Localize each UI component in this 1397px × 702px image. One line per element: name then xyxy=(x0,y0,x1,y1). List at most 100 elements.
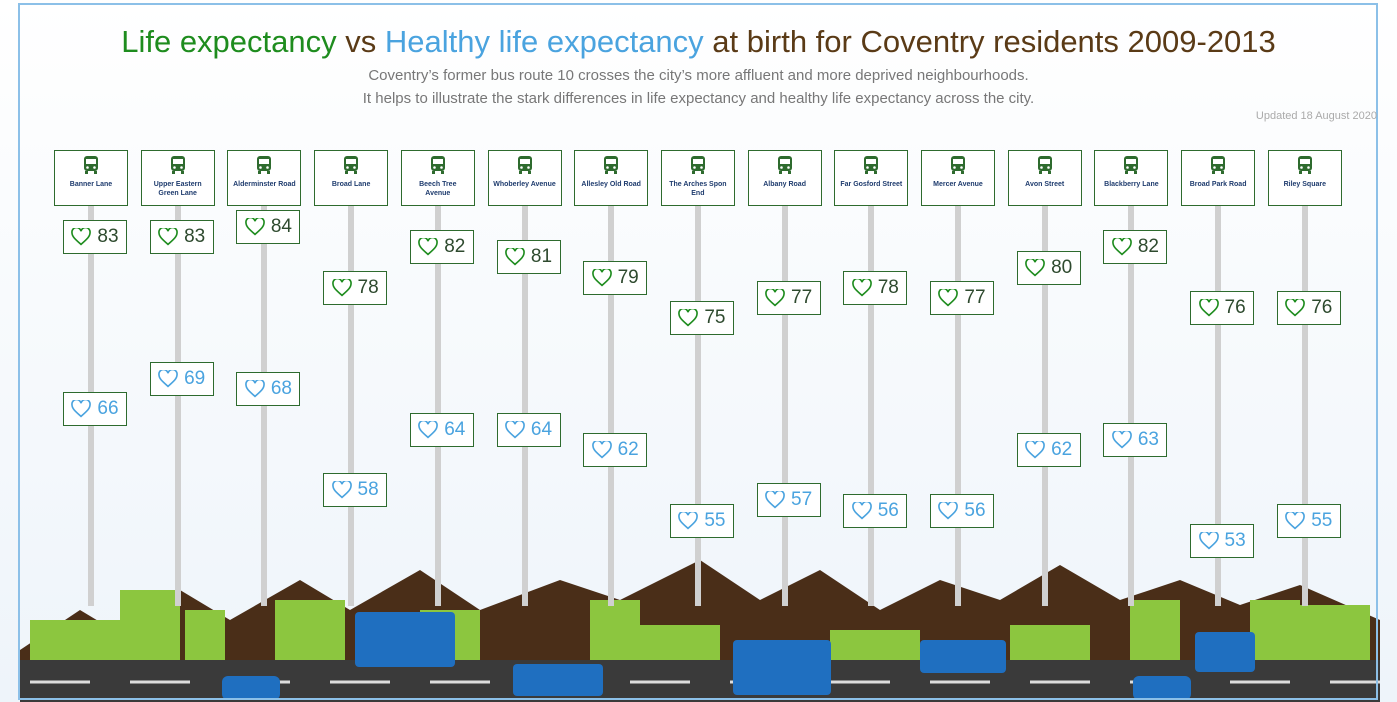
value-label: 62 xyxy=(1051,439,1072,461)
bus-stop-sign: Upper Eastern Green Lane xyxy=(141,150,215,206)
stop-name: Avon Street xyxy=(1009,180,1081,189)
bus-stop-sign: Banner Lane xyxy=(54,150,128,206)
bus-stop-sign: Far Gosford Street xyxy=(834,150,908,206)
stop-name: Albany Road xyxy=(749,180,821,189)
value-label: 79 xyxy=(618,267,639,289)
value-box: 82 xyxy=(410,230,474,264)
stop-name: Blackberry Lane xyxy=(1095,180,1167,189)
bus-stop-sign: Broad Lane xyxy=(314,150,388,206)
value-box: 80 xyxy=(1017,251,1081,285)
value-box: 78 xyxy=(323,271,387,305)
infographic: Life expectancy vs Healthy life expectan… xyxy=(0,0,1397,702)
stop-name: Riley Square xyxy=(1269,180,1341,189)
bus-stop-sign: Broad Park Road xyxy=(1181,150,1255,206)
value-box: 78 xyxy=(843,271,907,305)
value-label: 83 xyxy=(97,226,118,248)
value-label: 76 xyxy=(1311,297,1332,319)
pole xyxy=(435,206,441,606)
bus-stop-sign: Mercer Avenue xyxy=(921,150,995,206)
title-rest: at birth for Coventry residents 2009-201… xyxy=(712,24,1275,59)
value-label: 81 xyxy=(531,246,552,268)
stop-name: Mercer Avenue xyxy=(922,180,994,189)
value-label: 58 xyxy=(358,479,379,501)
value-label: 77 xyxy=(791,287,812,309)
value-box: 68 xyxy=(236,372,300,406)
value-label: 64 xyxy=(444,419,465,441)
value-label: 77 xyxy=(964,287,985,309)
title-series: Life expectancy xyxy=(121,24,336,59)
pole xyxy=(695,206,701,606)
value-box: 57 xyxy=(757,483,821,517)
value-label: 63 xyxy=(1138,429,1159,451)
bus-stop-sign: The Arches Spon End xyxy=(661,150,735,206)
pole xyxy=(955,206,961,606)
subtitle: It helps to illustrate the stark differe… xyxy=(0,90,1397,107)
value-box: 83 xyxy=(150,220,214,254)
value-box: 56 xyxy=(843,494,907,528)
bus-stop-sign: Beech Tree Avenue xyxy=(401,150,475,206)
value-box: 53 xyxy=(1190,524,1254,558)
value-label: 64 xyxy=(531,419,552,441)
stop-name: Broad Lane xyxy=(315,180,387,189)
value-box: 66 xyxy=(63,392,127,426)
stop-name: The Arches Spon End xyxy=(662,180,734,198)
value-label: 55 xyxy=(704,510,725,532)
bus-stop-sign: Allesley Old Road xyxy=(574,150,648,206)
stop-name: Alderminster Road xyxy=(228,180,300,189)
value-label: 75 xyxy=(704,307,725,329)
value-box: 77 xyxy=(930,281,994,315)
value-box: 75 xyxy=(670,301,734,335)
value-box: 77 xyxy=(757,281,821,315)
value-box: 64 xyxy=(497,413,561,447)
value-box: 63 xyxy=(1103,423,1167,457)
bus-stop-sign: Avon Street xyxy=(1008,150,1082,206)
pole xyxy=(782,206,788,606)
pole xyxy=(1128,206,1134,606)
value-label: 78 xyxy=(878,277,899,299)
subtitle: Coventry’s former bus route 10 crosses t… xyxy=(0,67,1397,84)
value-box: 55 xyxy=(670,504,734,538)
value-label: 84 xyxy=(271,216,292,238)
value-box: 79 xyxy=(583,261,647,295)
value-box: 82 xyxy=(1103,230,1167,264)
value-box: 69 xyxy=(150,362,214,396)
bus-stop-sign: Alderminster Road xyxy=(227,150,301,206)
value-label: 66 xyxy=(97,398,118,420)
value-label: 80 xyxy=(1051,257,1072,279)
stop-name: Beech Tree Avenue xyxy=(402,180,474,198)
value-label: 78 xyxy=(358,277,379,299)
stop-name: Banner Lane xyxy=(55,180,127,189)
value-box: 55 xyxy=(1277,504,1341,538)
bus-stop-sign: Whoberley Avenue xyxy=(488,150,562,206)
chart-title: Life expectancy vs Healthy life expectan… xyxy=(0,24,1397,60)
value-label: 82 xyxy=(444,236,465,258)
bus-stop-sign: Albany Road xyxy=(748,150,822,206)
title-connector: vs xyxy=(345,24,376,59)
value-box: 84 xyxy=(236,210,300,244)
stop-name: Allesley Old Road xyxy=(575,180,647,189)
value-label: 56 xyxy=(964,500,985,522)
value-box: 56 xyxy=(930,494,994,528)
pole xyxy=(868,206,874,606)
value-box: 58 xyxy=(323,473,387,507)
value-label: 53 xyxy=(1225,530,1246,552)
value-box: 62 xyxy=(1017,433,1081,467)
stop-name: Upper Eastern Green Lane xyxy=(142,180,214,198)
title-series: Healthy life expectancy xyxy=(385,24,704,59)
value-box: 76 xyxy=(1277,291,1341,325)
pole xyxy=(348,206,354,606)
bus-stop-sign: Riley Square xyxy=(1268,150,1342,206)
value-label: 56 xyxy=(878,500,899,522)
stop-name: Far Gosford Street xyxy=(835,180,907,189)
value-box: 81 xyxy=(497,240,561,274)
value-label: 76 xyxy=(1225,297,1246,319)
value-label: 82 xyxy=(1138,236,1159,258)
note: Updated 18 August 2020 xyxy=(1256,110,1377,122)
pole xyxy=(1302,206,1308,606)
value-label: 68 xyxy=(271,378,292,400)
value-box: 76 xyxy=(1190,291,1254,325)
value-box: 62 xyxy=(583,433,647,467)
value-label: 57 xyxy=(791,489,812,511)
value-label: 62 xyxy=(618,439,639,461)
pole xyxy=(175,206,181,606)
